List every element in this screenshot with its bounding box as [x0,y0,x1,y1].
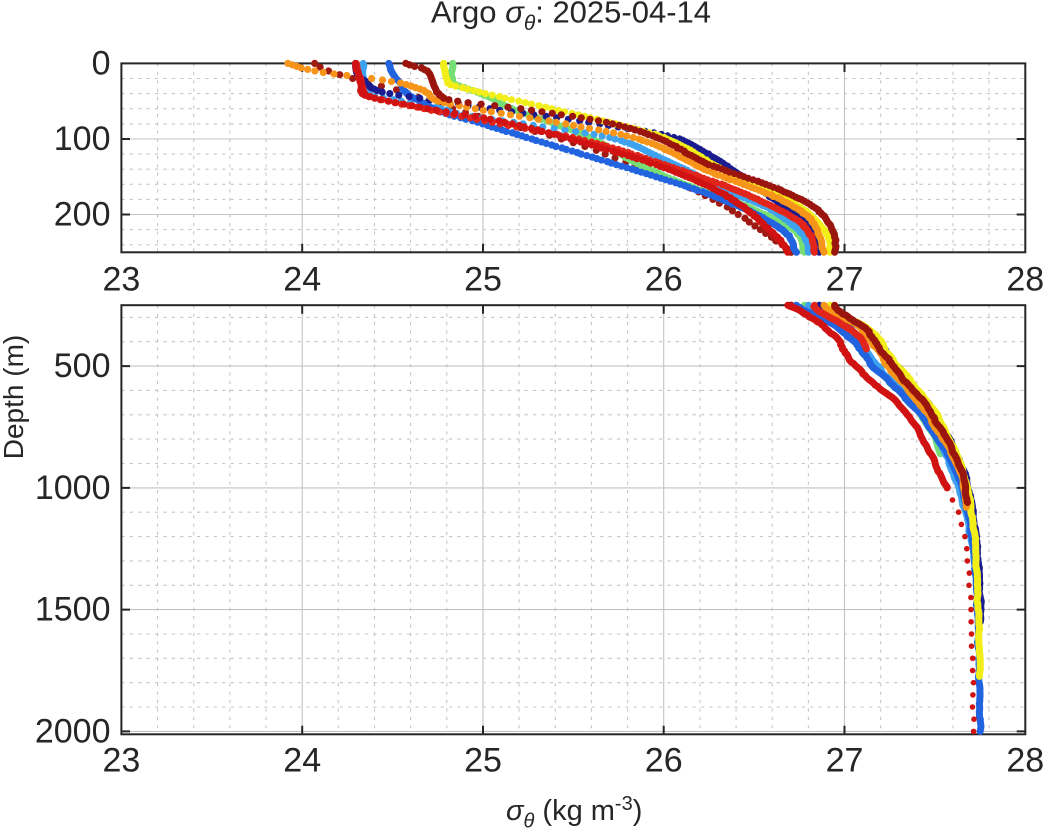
svg-text:200: 200 [54,196,111,234]
svg-text:27: 27 [826,261,864,299]
svg-text:26: 26 [645,742,683,780]
svg-text:23: 23 [102,742,140,780]
svg-text:1000: 1000 [35,469,111,507]
svg-text:σθ (kg m-3): σθ (kg m-3) [506,793,642,833]
svg-text:Depth (m): Depth (m) [0,335,29,459]
svg-text:23: 23 [102,261,140,299]
svg-text:25: 25 [464,261,502,299]
svg-text:24: 24 [283,261,321,299]
svg-text:24: 24 [283,742,321,780]
svg-text:0: 0 [92,44,111,82]
svg-text:28: 28 [1006,261,1044,299]
svg-text:28: 28 [1006,742,1044,780]
svg-text:25: 25 [464,742,502,780]
svg-text:1500: 1500 [35,591,111,629]
svg-text:Argo σθ: 2025-04-14: Argo σθ: 2025-04-14 [431,0,711,35]
svg-text:26: 26 [645,261,683,299]
svg-text:500: 500 [54,347,111,385]
svg-text:100: 100 [54,120,111,158]
svg-text:27: 27 [826,742,864,780]
svg-text:2000: 2000 [35,712,111,750]
